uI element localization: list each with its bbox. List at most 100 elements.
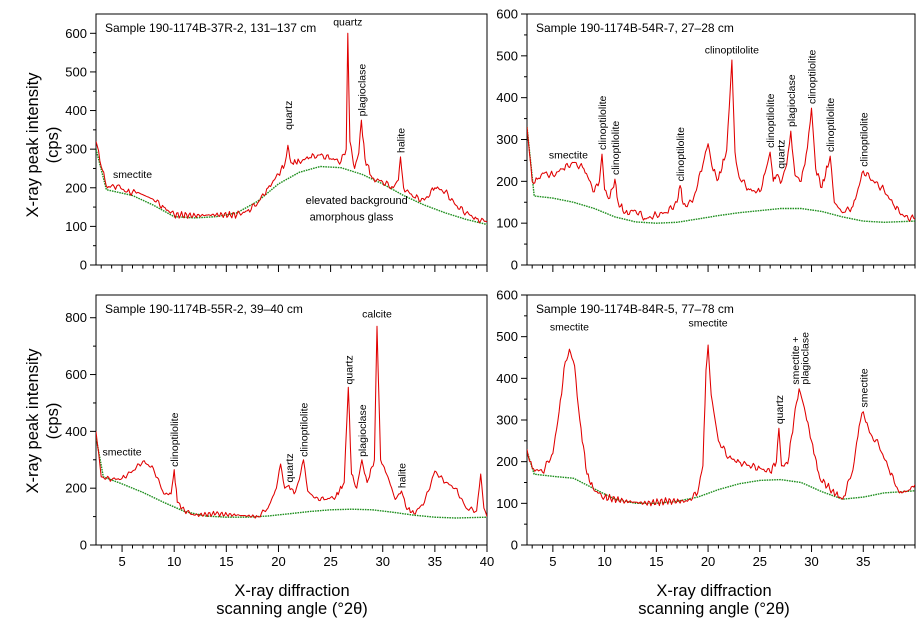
- peak-label: smectite +: [790, 336, 802, 384]
- y-tick-label: 200: [65, 180, 87, 195]
- y-tick-label: 200: [496, 174, 518, 189]
- y-tick-label: 400: [496, 371, 518, 386]
- plot-frame: [526, 13, 916, 266]
- y-tick-label: 500: [496, 329, 518, 344]
- peak-label: plagioclase: [357, 404, 369, 457]
- peak-label: clinoptilolite: [858, 112, 870, 166]
- peak-label: smectite: [113, 169, 152, 181]
- y-axis-title-bottom-line1: X-ray peak intensity: [24, 348, 42, 494]
- sample-label: Sample 190-1174B-54R-7, 27–28 cm: [536, 21, 734, 35]
- peak-label: quartz: [775, 140, 787, 169]
- sample-label: Sample 190-1174B-37R-2, 131–137 cm: [105, 21, 316, 35]
- peak-label: plagioclase: [786, 74, 798, 127]
- x-axis-title-left-line2: scanning angle (°2θ): [216, 600, 368, 618]
- peak-label: smectite: [858, 368, 870, 407]
- y-tick-label: 600: [496, 288, 518, 303]
- y-tick-label: 400: [496, 90, 518, 105]
- peak-label: clinoptilolite: [169, 412, 181, 466]
- y-tick-label: 300: [65, 142, 87, 157]
- x-axis-title-right-line2: scanning angle (°2θ): [638, 600, 790, 618]
- x-tick-label: 5: [118, 554, 125, 569]
- xrd-panel-2: 0 100 200 300 400 500 600 Sample 190-1174B-54R-…: [496, 7, 916, 273]
- background-curve: [527, 126, 915, 224]
- x-tick-label: 25: [323, 554, 337, 569]
- peak-label: clinoptilolite: [825, 98, 837, 152]
- xrd-panel-1: 0 100 200 300 400 500 600 Sample 190-1174B-37R-…: [65, 13, 488, 273]
- y-tick-label: 100: [496, 496, 518, 511]
- plot-frame: [95, 294, 488, 546]
- x-tick-label: 10: [167, 554, 181, 569]
- y-axis-title-top-line2: (cps): [44, 127, 62, 164]
- peak-label: clinoptilolite: [610, 121, 622, 175]
- peak-label: quartz: [774, 395, 786, 424]
- y-tick-label: 100: [496, 216, 518, 231]
- peak-label: smectite: [550, 321, 589, 333]
- y-axis-title-top-line1: X-ray peak intensity: [24, 72, 42, 218]
- sample-label: Sample 190-1174B-55R-2, 39–40 cm: [105, 302, 303, 316]
- peak-label: quartz: [343, 355, 355, 384]
- peak-label: calcite: [362, 309, 392, 321]
- peak-label: plagioclase: [799, 332, 811, 385]
- y-tick-label: 500: [65, 64, 87, 79]
- peak-label: clinoptilolite: [765, 93, 777, 147]
- background-curve: [96, 149, 487, 226]
- y-tick-label: 0: [511, 258, 518, 273]
- peak-label: plagioclase: [356, 64, 368, 117]
- y-tick-label: 100: [65, 219, 87, 234]
- y-tick-label: 500: [496, 48, 518, 63]
- y-tick-label: 600: [496, 7, 518, 22]
- x-tick-label: 5: [549, 554, 556, 569]
- x-tick-label: 15: [649, 554, 663, 569]
- background-curve: [527, 451, 915, 504]
- diffraction-trace: [96, 325, 487, 519]
- y-tick-label: 0: [511, 538, 518, 553]
- peak-label: quartz: [284, 453, 296, 482]
- sample-label: Sample 190-1174B-84R-5, 77–78 cm: [536, 302, 734, 316]
- peak-label: clinoptilolite: [807, 50, 819, 104]
- y-tick-label: 600: [65, 26, 87, 41]
- peak-label: smectite: [103, 447, 142, 459]
- peak-label: clinoptilolite: [675, 127, 687, 181]
- y-tick-label: 200: [65, 481, 87, 496]
- xrd-panel-4: 5 10 15 20 25 30 35 0 100 200 300 400 500 600 Sample 1…: [496, 288, 916, 569]
- y-axis-title-bottom-line2: (cps): [44, 403, 62, 440]
- diffraction-trace: [96, 32, 487, 224]
- x-axis-title-right-line1: X-ray diffraction: [656, 582, 771, 600]
- y-tick-label: 0: [80, 258, 87, 273]
- peak-label: clinoptilolite: [705, 45, 759, 57]
- y-tick-label: 300: [496, 132, 518, 147]
- y-tick-label: 0: [80, 538, 87, 553]
- y-tick-label: 400: [65, 424, 87, 439]
- peak-label: quartz: [333, 17, 362, 29]
- plot-frame: [526, 294, 916, 546]
- peak-label: quartz: [283, 101, 295, 130]
- x-tick-label: 20: [701, 554, 715, 569]
- peak-label: clinoptilolite: [597, 96, 609, 150]
- background-curve: [96, 436, 487, 519]
- x-tick-label: 15: [219, 554, 233, 569]
- x-tick-label: 10: [597, 554, 611, 569]
- plot-frame: [95, 13, 488, 266]
- x-tick-label: 40: [480, 554, 494, 569]
- peak-label: smectite: [549, 149, 588, 161]
- x-tick-label: 20: [271, 554, 285, 569]
- background-note: amorphous glass: [310, 212, 394, 224]
- x-tick-label: 25: [753, 554, 767, 569]
- background-note: elevated background: [306, 195, 408, 207]
- x-tick-label: 35: [856, 554, 870, 569]
- x-tick-label: 35: [428, 554, 442, 569]
- x-axis-title-left-line1: X-ray diffraction: [234, 582, 349, 600]
- x-tick-label: 30: [375, 554, 389, 569]
- x-tick-label: 30: [804, 554, 818, 569]
- y-tick-label: 400: [65, 103, 87, 118]
- peak-label: halite: [395, 128, 407, 153]
- y-tick-label: 300: [496, 413, 518, 428]
- peak-label: halite: [397, 463, 409, 488]
- y-tick-label: 600: [65, 367, 87, 382]
- diffraction-trace: [527, 59, 915, 222]
- y-tick-label: 800: [65, 310, 87, 325]
- peak-label: smectite: [689, 317, 728, 329]
